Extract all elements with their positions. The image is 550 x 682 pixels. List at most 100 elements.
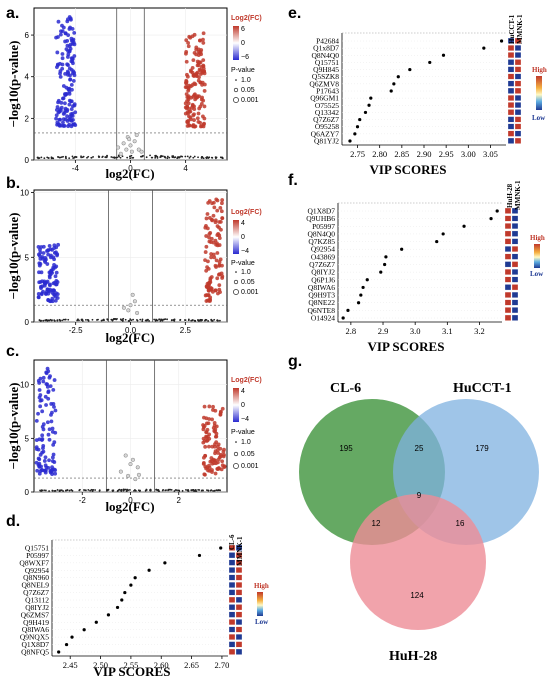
point-baseline xyxy=(200,319,202,322)
point-baseline xyxy=(163,318,166,321)
point-baseline xyxy=(74,156,76,158)
protein-label: Q8N4Q0 xyxy=(312,51,340,60)
ylabel-c: −log10(p-value) xyxy=(6,383,21,470)
protein-label: Q8N4Q0 xyxy=(308,229,336,238)
protein-label: O75525 xyxy=(315,101,339,110)
point-ns xyxy=(136,147,141,152)
heatmap-cell xyxy=(228,544,236,551)
heatmap-cell xyxy=(504,307,512,314)
point-up xyxy=(198,80,203,85)
point-baseline xyxy=(115,318,118,321)
point-up xyxy=(199,102,204,106)
point-down xyxy=(35,468,40,473)
point-up xyxy=(203,250,208,254)
venn-circle-huh28 xyxy=(350,494,486,630)
point-down xyxy=(46,432,51,437)
heatmap-cell xyxy=(228,559,236,566)
point-up xyxy=(216,291,220,296)
protein-label: Q81YJ2 xyxy=(314,137,339,146)
legend-p-dot-0-c xyxy=(235,441,237,443)
legend-p-tick-2-a: 0.001 xyxy=(241,97,259,104)
point-down xyxy=(52,246,57,251)
xlabel-c: log2(FC) xyxy=(105,499,154,514)
point-baseline xyxy=(54,489,57,492)
point-baseline xyxy=(48,490,50,492)
point-down xyxy=(40,409,45,414)
protein-label: Q15751 xyxy=(25,544,49,553)
point-down xyxy=(55,296,60,300)
heatmap-cell xyxy=(514,94,522,101)
point-down xyxy=(38,393,43,397)
point-up xyxy=(201,41,206,45)
vip-point xyxy=(428,60,432,65)
point-baseline xyxy=(119,156,122,159)
heatmap-cell xyxy=(507,102,515,109)
point-baseline xyxy=(120,490,123,492)
point-up xyxy=(196,61,201,66)
point-up xyxy=(208,216,212,220)
point-up xyxy=(215,251,220,255)
point-up xyxy=(217,233,222,238)
protein-label: Q7Z6Z7 xyxy=(309,260,335,269)
point-up xyxy=(211,200,216,205)
point-up xyxy=(193,97,198,102)
protein-label: Q13342 xyxy=(315,108,339,117)
point-up xyxy=(201,440,206,445)
point-up xyxy=(220,459,225,464)
point-up xyxy=(207,404,212,409)
x-tick-label: 2.50 xyxy=(93,660,108,670)
point-up xyxy=(203,464,208,469)
point-down xyxy=(60,62,65,67)
point-baseline xyxy=(106,154,108,157)
vip-point xyxy=(341,316,345,320)
point-down xyxy=(66,55,70,59)
point-baseline xyxy=(46,319,49,322)
point-baseline xyxy=(98,489,101,492)
y-tick-label: 0 xyxy=(25,488,30,497)
point-baseline xyxy=(204,318,207,321)
heatmap-cell xyxy=(228,641,236,648)
point-baseline xyxy=(129,489,131,491)
vip-point xyxy=(482,46,486,50)
point-down xyxy=(59,100,64,105)
point-baseline xyxy=(52,157,55,160)
point-baseline xyxy=(81,156,84,159)
point-baseline xyxy=(68,489,71,492)
point-up xyxy=(188,115,193,120)
point-up xyxy=(186,101,191,106)
legend-fc-tick-2-a: −6 xyxy=(241,54,249,61)
x-tick-label: 2.80 xyxy=(372,149,387,159)
point-up xyxy=(209,255,214,260)
point-down xyxy=(63,93,68,98)
point-down xyxy=(38,452,43,457)
point-down xyxy=(70,26,75,31)
point-up xyxy=(186,86,191,91)
vip-point xyxy=(369,96,373,100)
point-down xyxy=(47,243,52,248)
point-down xyxy=(48,299,52,304)
point-down xyxy=(67,102,72,107)
legend-p-dot-1-c xyxy=(233,451,239,457)
protein-label: Q92954 xyxy=(311,245,335,254)
point-baseline xyxy=(51,489,54,492)
point-up xyxy=(184,59,189,64)
point-baseline xyxy=(124,488,126,491)
vip-point xyxy=(359,293,363,297)
point-baseline xyxy=(64,155,67,158)
vip-point xyxy=(408,67,412,72)
x-tick-label: 2.65 xyxy=(184,660,199,670)
point-baseline xyxy=(121,318,124,321)
point-baseline xyxy=(122,489,125,492)
point-baseline xyxy=(114,156,117,159)
point-up xyxy=(192,118,196,122)
point-baseline xyxy=(155,488,158,491)
legend-p-tick-2-c: 0.001 xyxy=(241,463,259,470)
heatmap-cell xyxy=(504,246,512,252)
point-up xyxy=(202,424,207,428)
point-ns xyxy=(127,137,132,142)
x-tick-label: 0 xyxy=(128,496,133,505)
venn-label-huh28: HuH-28 xyxy=(389,649,437,664)
x-tick-label: 3.05 xyxy=(483,149,498,159)
legend-c: Log2(FC) 4 0 −4 P-value 1.0 0.05 0.001 xyxy=(231,377,262,470)
heatmap-cell xyxy=(511,261,519,268)
